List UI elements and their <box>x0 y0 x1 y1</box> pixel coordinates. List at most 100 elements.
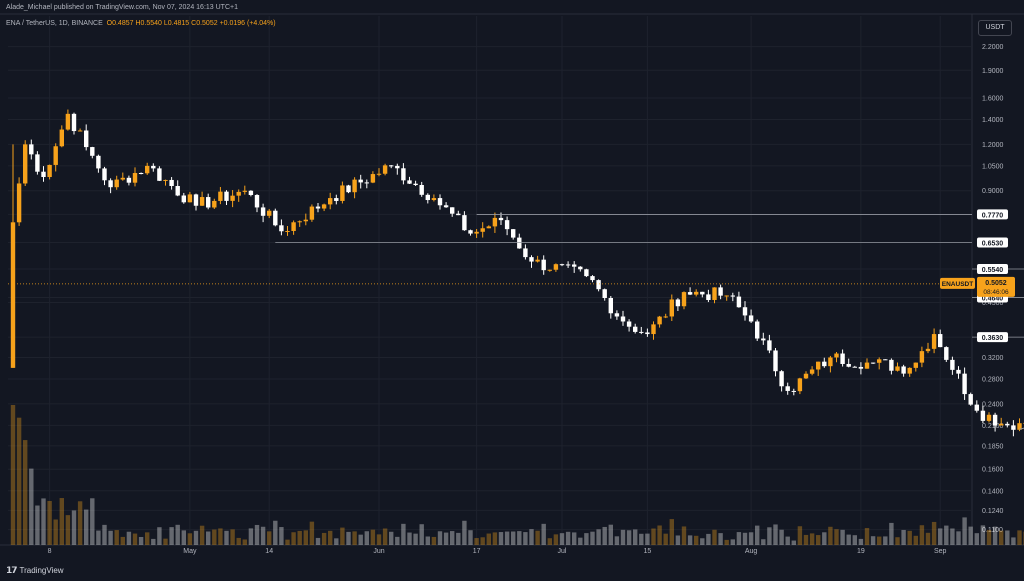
candle-body <box>748 315 754 322</box>
volume-bar <box>706 533 711 545</box>
candle-body <box>761 338 766 341</box>
volume-bar <box>535 530 540 545</box>
candle-body <box>980 410 986 421</box>
candle-body <box>236 191 241 196</box>
candle-body <box>785 386 790 391</box>
volume-bar <box>590 531 595 545</box>
candle-body <box>822 361 827 367</box>
volume-bar <box>358 534 363 545</box>
brand-footer[interactable]: 𝟭𝟳 TradingView <box>6 565 64 576</box>
volume-bar <box>462 520 467 545</box>
volume-bar <box>834 529 839 545</box>
candle-body <box>755 321 760 339</box>
candle-body <box>870 362 876 364</box>
candle-body <box>120 177 125 180</box>
candle-body <box>999 423 1004 426</box>
volume-bar <box>919 525 925 545</box>
candle-body <box>328 198 333 205</box>
candle-body <box>547 269 552 271</box>
volume-bar <box>65 515 71 545</box>
candle-body <box>486 226 491 229</box>
candle-body <box>541 259 546 271</box>
candle-body <box>181 195 186 203</box>
volume-bar <box>126 531 132 545</box>
volume-bar <box>212 529 217 545</box>
volume-bar <box>523 532 528 545</box>
candle-body <box>29 144 34 155</box>
candle-body <box>279 225 284 232</box>
volume-bar <box>779 529 784 545</box>
volume-bar <box>791 540 796 545</box>
volume-bar <box>242 539 247 545</box>
symbol-label[interactable]: ENA / TetherUS, 1D, BINANCE <box>6 20 103 27</box>
candle-body <box>968 394 973 405</box>
candle-body <box>883 359 888 361</box>
candle-body <box>938 334 943 348</box>
volume-bar <box>102 524 107 545</box>
candle-body <box>346 185 351 193</box>
volume-bar <box>639 533 644 545</box>
volume-bar <box>541 523 546 545</box>
tradingview-logo-icon: 𝟭𝟳 <box>6 565 17 575</box>
candle-body <box>358 179 363 183</box>
volume-bar <box>687 535 693 545</box>
candle-body <box>468 230 473 234</box>
candle-body <box>169 179 174 187</box>
y-tick-label: 0.2100 <box>982 423 1004 430</box>
candle-body <box>663 316 668 318</box>
volume-bar <box>663 533 668 545</box>
volume-bar <box>77 501 83 545</box>
volume-bar <box>596 529 601 545</box>
candle-body <box>114 179 119 188</box>
candle-body <box>321 204 327 209</box>
candle-body <box>401 168 406 181</box>
currency-button[interactable]: USDT <box>978 20 1012 36</box>
volume-bar <box>816 535 821 545</box>
volume-bar <box>553 534 559 545</box>
volume-bar <box>401 523 406 545</box>
candle-body <box>620 316 626 322</box>
volume-bar <box>730 539 735 545</box>
candle-body <box>834 353 839 358</box>
y-tick-label: 0.2800 <box>982 376 1004 383</box>
volume-bar <box>437 531 443 545</box>
volume-bar <box>925 532 931 545</box>
candle-body <box>474 231 479 234</box>
volume-bar <box>450 531 455 545</box>
volume-bar <box>895 537 900 545</box>
candle-body <box>700 291 705 295</box>
candle-body <box>779 371 784 387</box>
open-value: O0.4857 <box>106 20 134 27</box>
candle-body <box>285 230 290 232</box>
candle-body <box>340 185 345 201</box>
volume-bar <box>840 529 845 545</box>
candle-body <box>1017 423 1022 430</box>
y-tick-label: 0.1850 <box>982 443 1004 450</box>
candle-body <box>791 390 796 392</box>
candle-body <box>126 177 132 183</box>
volume-bar <box>626 530 632 545</box>
candle-body <box>248 190 254 196</box>
candle-body <box>535 259 540 262</box>
y-tick-label: 0.2400 <box>982 401 1004 408</box>
candle-body <box>846 363 851 367</box>
brand-label: TradingView <box>19 566 64 575</box>
volume-bar <box>340 527 345 545</box>
candle-body <box>517 237 522 249</box>
candle-body <box>364 182 369 184</box>
volume-bar <box>468 530 473 545</box>
volume-bar <box>309 521 315 545</box>
candle-body <box>376 173 382 175</box>
candle-body <box>254 195 260 208</box>
volume-bar <box>47 500 52 545</box>
candle-body <box>71 113 77 132</box>
volume-bar <box>346 531 351 545</box>
candle-body <box>511 229 516 238</box>
y-tick-label: 1.6000 <box>982 95 1004 102</box>
x-tick-label: 19 <box>857 548 865 555</box>
volume-bar <box>645 533 650 545</box>
candle-body <box>712 287 717 300</box>
y-tick-label: 1.0500 <box>982 163 1004 170</box>
volume-bar <box>504 531 510 545</box>
